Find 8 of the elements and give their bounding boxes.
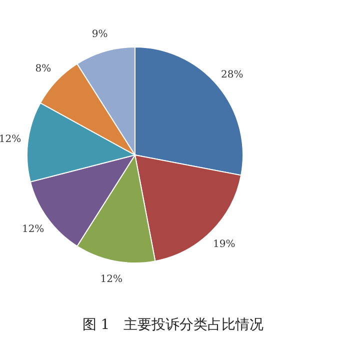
text: 图 1 主要投诉分类占比情况: [82, 317, 264, 333]
data-label: 12%: [100, 274, 123, 285]
data-label: 12%: [22, 224, 44, 236]
data-label: 8%: [35, 64, 52, 75]
data-label: 9%: [92, 29, 108, 40]
data-label: 12%: [0, 134, 22, 146]
data-label: 19%: [212, 239, 236, 250]
data-label: 28%: [220, 70, 244, 81]
